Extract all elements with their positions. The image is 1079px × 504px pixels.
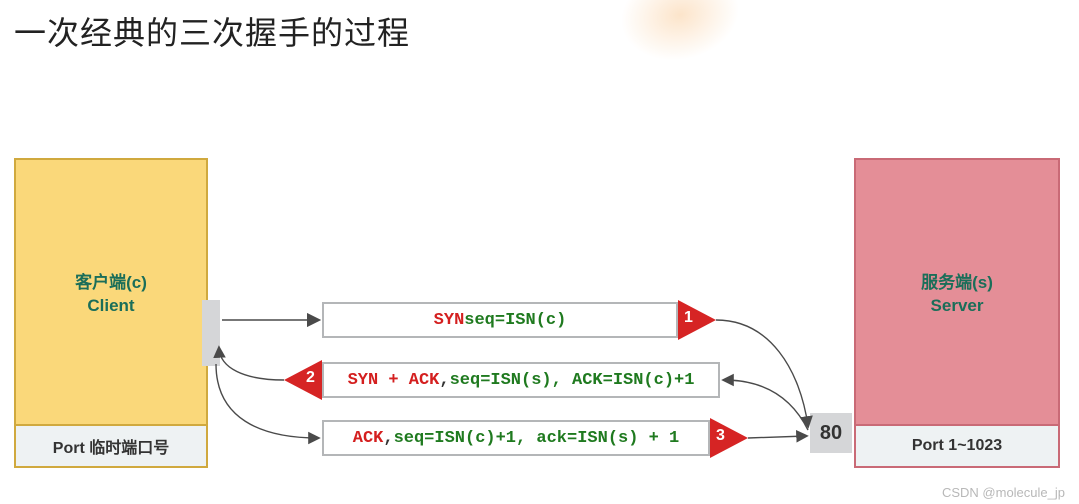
arrow-msg3-to-server (748, 436, 806, 438)
handshake-msg-1: SYN seq=ISN(c) (322, 302, 678, 338)
msg-3-part: seq=ISN(c)+1, ack=ISN(s) + 1 (394, 429, 680, 448)
client-port-connector (202, 300, 220, 366)
msg-3-number: 3 (716, 427, 725, 445)
arrow-msg1-to-server (716, 320, 808, 426)
client-label-cn: 客户端(c) (16, 272, 206, 295)
msg-3-part: , (383, 429, 393, 448)
decorative-swirl (612, 0, 748, 71)
client-label: 客户端(c) Client (16, 272, 206, 318)
msg-2-part: seq=ISN(s), ACK=ISN(c)+1 (450, 371, 695, 390)
client-label-en: Client (16, 295, 206, 318)
msg-3-part: ACK (353, 429, 384, 448)
msg-2-part: SYN + ACK (348, 371, 440, 390)
server-port-bar: Port 1~1023 (856, 424, 1058, 466)
page-title: 一次经典的三次握手的过程 (14, 8, 410, 54)
client-box: 客户端(c) Client Port 临时端口号 (14, 158, 208, 468)
msg-1-part: SYN (434, 311, 465, 330)
msg-1-part: seq=ISN(c) (464, 311, 566, 330)
handshake-msg-2: SYN + ACK , seq=ISN(s), ACK=ISN(c)+1 (322, 362, 720, 398)
msg-2-arrowhead (284, 360, 322, 400)
msg-1-number: 1 (684, 309, 693, 327)
server-label-en: Server (856, 295, 1058, 318)
handshake-msg-3: ACK, seq=ISN(c)+1, ack=ISN(s) + 1 (322, 420, 710, 456)
msg-2-part: , (439, 371, 449, 390)
server-label: 服务端(s) Server (856, 272, 1058, 318)
server-port-80: 80 (810, 413, 852, 453)
client-port-bar: Port 临时端口号 (16, 424, 206, 466)
msg-2-number: 2 (306, 369, 315, 387)
arrow-msg2-to-client (219, 348, 284, 380)
server-box: 服务端(s) Server Port 1~1023 (854, 158, 1060, 468)
watermark: CSDN @molecule_jp (942, 485, 1065, 500)
server-label-cn: 服务端(s) (856, 272, 1058, 295)
